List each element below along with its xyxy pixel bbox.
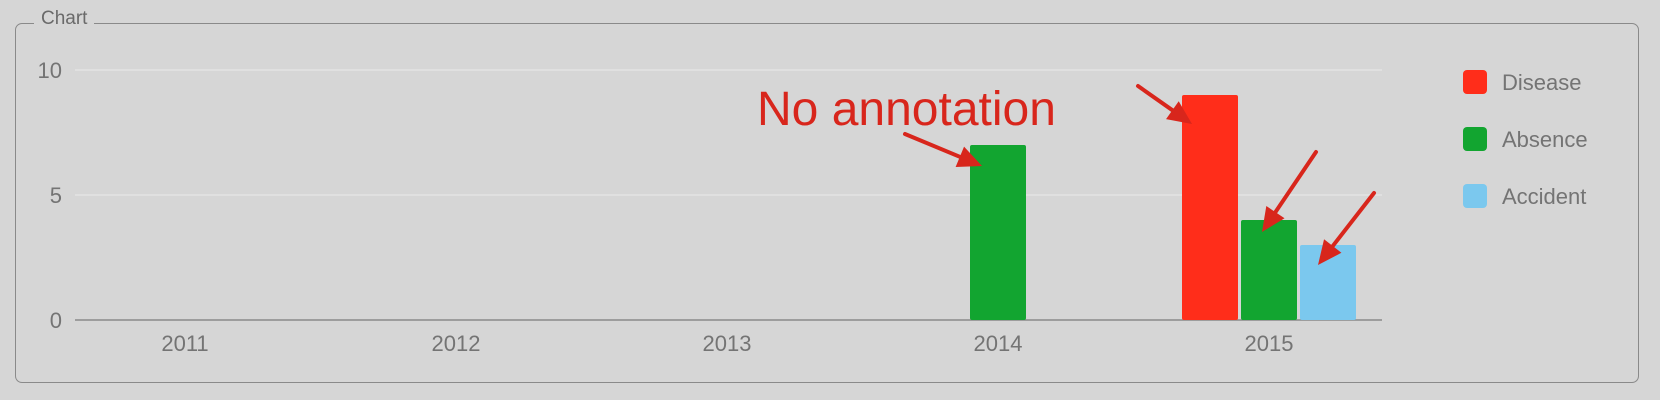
chart-panel [15, 23, 1639, 383]
chart-panel-title: Chart [34, 8, 95, 30]
x-tick-label-2011: 2011 [161, 331, 208, 356]
bar-disease-2015[interactable] [1182, 95, 1238, 320]
arrow-to-disease-2015 [1136, 84, 1192, 124]
y-axis-ticks: 0 5 10 [38, 58, 62, 333]
annotation-text: No annotation [757, 83, 1056, 136]
legend-label-accident: Accident [1502, 184, 1586, 209]
bar-accident-2015[interactable] [1300, 245, 1356, 320]
x-axis-ticks: 2011 2012 2013 2014 2015 [161, 331, 1293, 356]
bar-absence-2014[interactable] [970, 145, 1026, 320]
arrow-to-absence-2014 [903, 132, 982, 167]
arrow-to-absence-2015 [1262, 150, 1318, 232]
arrow-to-accident-2015 [1318, 191, 1376, 265]
bar-absence-2015[interactable] [1241, 220, 1297, 320]
annotation-arrows [903, 84, 1376, 265]
legend-swatch-disease [1463, 70, 1487, 94]
gridlines [75, 69, 1382, 196]
bars [970, 95, 1356, 320]
legend-label-absence: Absence [1502, 127, 1588, 152]
legend-swatch-accident [1463, 184, 1487, 208]
y-tick-label-10: 10 [38, 58, 62, 83]
x-tick-label-2014: 2014 [974, 331, 1023, 356]
x-tick-label-2013: 2013 [703, 331, 752, 356]
y-tick-label-0: 0 [50, 308, 62, 333]
legend: Disease Absence Accident [1463, 70, 1588, 209]
x-tick-label-2015: 2015 [1245, 331, 1294, 356]
legend-label-disease: Disease [1502, 70, 1581, 95]
legend-swatch-absence [1463, 127, 1487, 151]
y-tick-label-5: 5 [50, 183, 62, 208]
x-tick-label-2012: 2012 [432, 331, 481, 356]
